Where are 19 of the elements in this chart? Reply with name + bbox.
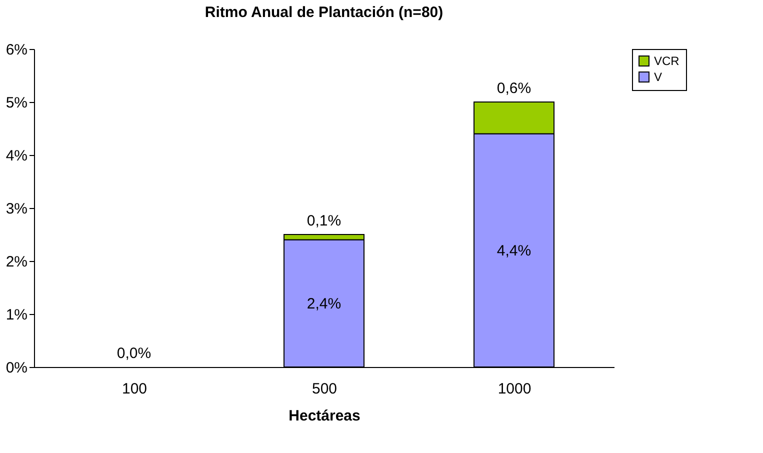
data-label: 0,6% [496,80,532,97]
x-tick-label: 500 [312,380,338,398]
y-tick-label: 3% [6,200,28,218]
chart-title: Ritmo Anual de Plantación (n=80) [204,4,444,21]
data-label: 0,0% [116,345,152,362]
data-label: 0,1% [306,212,342,230]
x-axis-title: Hectáreas [288,408,360,424]
y-tick-label: 4% [6,148,28,164]
y-tick-label: 1% [6,306,28,324]
y-tick-label: 2% [6,254,28,270]
y-tick-label: 0% [6,360,28,376]
x-tick-label: 100 [122,380,148,398]
legend-label: VCR [654,54,680,68]
x-tick-label: 1000 [498,380,532,398]
y-tick-label: 6% [6,42,28,58]
legend-label: V [654,70,662,84]
data-label: 2,4% [306,295,342,312]
data-label: 4,4% [496,242,532,260]
y-tick-label: 5% [6,94,28,112]
